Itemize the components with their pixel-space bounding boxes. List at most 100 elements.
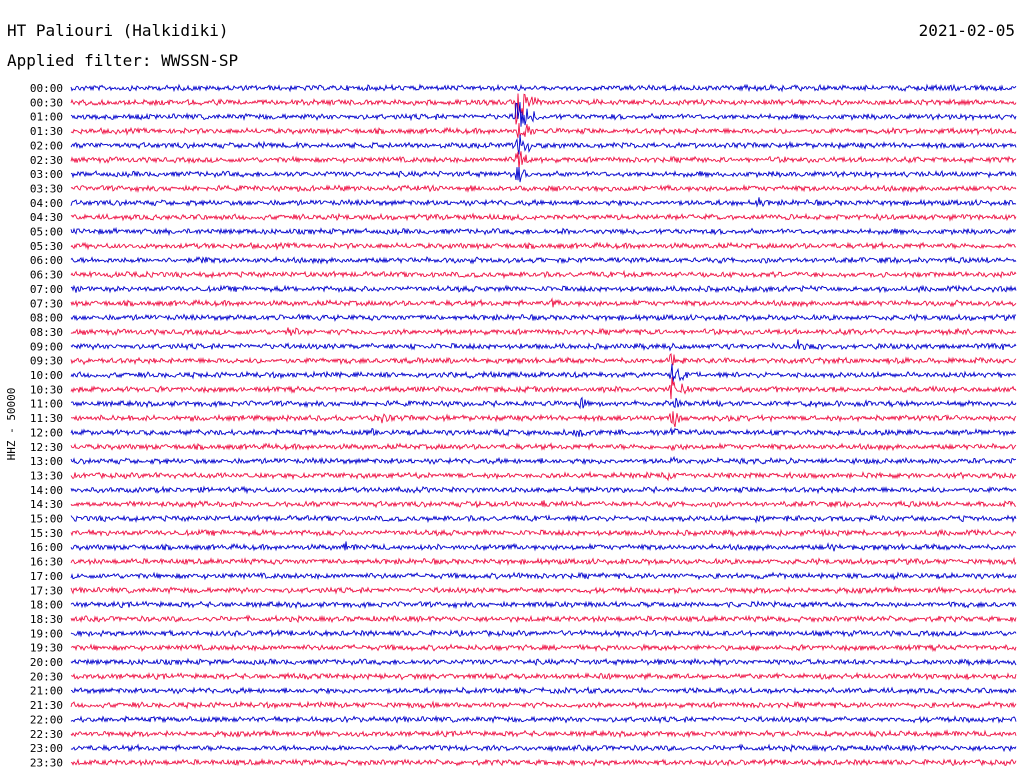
time-tick-label: 10:00 bbox=[30, 369, 63, 382]
time-tick-label: 10:30 bbox=[30, 383, 63, 396]
time-tick-label: 01:30 bbox=[30, 125, 63, 138]
trace-line bbox=[70, 600, 1017, 610]
time-tick-label: 09:00 bbox=[30, 340, 63, 353]
channel-axis-label: HHZ - 50000 bbox=[5, 388, 18, 461]
trace-line bbox=[70, 657, 1017, 667]
trace-line bbox=[70, 396, 1017, 410]
time-tick-label: 17:30 bbox=[30, 584, 63, 597]
trace-line bbox=[70, 485, 1017, 495]
time-tick-label: 09:30 bbox=[30, 355, 63, 368]
trace-line bbox=[70, 426, 1017, 438]
trace-line bbox=[70, 411, 1017, 428]
trace-line bbox=[70, 614, 1017, 624]
trace-line bbox=[70, 183, 1017, 194]
trace-line bbox=[70, 255, 1017, 265]
trace-line bbox=[70, 442, 1017, 452]
trace-line bbox=[70, 728, 1017, 739]
time-tick-label: 12:00 bbox=[30, 426, 63, 439]
time-tick-label: 14:00 bbox=[30, 484, 63, 497]
time-tick-label: 04:00 bbox=[30, 197, 63, 210]
time-tick-label: 06:00 bbox=[30, 254, 63, 267]
time-tick-label: 05:30 bbox=[30, 240, 63, 253]
trace-line bbox=[70, 363, 1017, 382]
time-tick-label: 04:30 bbox=[30, 211, 63, 224]
trace-line bbox=[70, 714, 1017, 724]
time-tick-label: 13:00 bbox=[30, 455, 63, 468]
time-tick-label: 16:30 bbox=[30, 556, 63, 569]
trace-line bbox=[70, 313, 1017, 323]
trace-line bbox=[70, 571, 1017, 581]
trace-line bbox=[70, 297, 1017, 308]
trace-line bbox=[70, 743, 1017, 753]
time-tick-label: 18:30 bbox=[30, 613, 63, 626]
trace-line bbox=[70, 93, 1017, 125]
trace-line bbox=[70, 352, 1017, 366]
time-tick-label: 02:30 bbox=[30, 154, 63, 167]
time-tick-label: 16:00 bbox=[30, 541, 63, 554]
time-tick-label: 18:00 bbox=[30, 599, 63, 612]
trace-line bbox=[70, 197, 1017, 208]
trace-line bbox=[70, 541, 1017, 552]
time-tick-label: 08:00 bbox=[30, 312, 63, 325]
time-tick-label: 15:00 bbox=[30, 513, 63, 526]
time-tick-label: 05:00 bbox=[30, 226, 63, 239]
time-tick-label: 19:30 bbox=[30, 642, 63, 655]
date-label: 2021-02-05 bbox=[919, 21, 1015, 40]
time-tick-label: 02:00 bbox=[30, 139, 63, 152]
trace-line bbox=[70, 470, 1017, 482]
time-tick-label: 00:00 bbox=[30, 82, 63, 95]
time-tick-label: 21:30 bbox=[30, 699, 63, 712]
trace-line bbox=[70, 123, 1017, 138]
trace-line bbox=[70, 327, 1017, 337]
trace-line bbox=[70, 758, 1017, 767]
time-tick-label: 07:00 bbox=[30, 283, 63, 296]
time-tick-label: 12:30 bbox=[30, 441, 63, 454]
trace-line bbox=[70, 241, 1017, 251]
time-tick-label: 00:30 bbox=[30, 96, 63, 109]
time-tick-label: 20:30 bbox=[30, 670, 63, 683]
time-tick-label: 23:00 bbox=[30, 742, 63, 755]
trace-line bbox=[70, 514, 1017, 524]
station-title: HT Paliouri (Halkidiki) bbox=[7, 21, 229, 40]
time-tick-label: 06:30 bbox=[30, 269, 63, 282]
time-tick-label: 07:30 bbox=[30, 297, 63, 310]
trace-line bbox=[70, 226, 1017, 237]
trace-line bbox=[70, 643, 1017, 653]
time-tick-label: 03:00 bbox=[30, 168, 63, 181]
trace-line bbox=[70, 585, 1017, 595]
trace-line bbox=[70, 556, 1017, 567]
filter-label: Applied filter: WWSSN-SP bbox=[7, 51, 238, 70]
time-tick-label: 17:00 bbox=[30, 570, 63, 583]
time-tick-label: 19:00 bbox=[30, 627, 63, 640]
time-tick-label: 23:30 bbox=[30, 756, 63, 769]
time-tick-label: 08:30 bbox=[30, 326, 63, 339]
time-tick-label: 11:00 bbox=[30, 398, 63, 411]
trace-line bbox=[70, 671, 1017, 682]
trace-line bbox=[70, 377, 1017, 400]
trace-line bbox=[70, 102, 1017, 127]
time-tick-label: 20:00 bbox=[30, 656, 63, 669]
time-tick-label: 03:30 bbox=[30, 182, 63, 195]
trace-line bbox=[70, 700, 1017, 710]
trace-line bbox=[70, 269, 1017, 280]
time-tick-label: 22:00 bbox=[30, 713, 63, 726]
trace-line bbox=[70, 166, 1017, 183]
trace-line bbox=[70, 212, 1017, 222]
time-tick-label: 22:30 bbox=[30, 728, 63, 741]
time-tick-label: 14:30 bbox=[30, 498, 63, 511]
trace-line bbox=[70, 629, 1017, 638]
trace-line bbox=[70, 499, 1017, 509]
trace-line bbox=[70, 284, 1017, 294]
time-tick-label: 13:30 bbox=[30, 469, 63, 482]
time-tick-label: 21:00 bbox=[30, 685, 63, 698]
time-tick-label: 11:30 bbox=[30, 412, 63, 425]
time-tick-label: 15:30 bbox=[30, 527, 63, 540]
trace-line bbox=[70, 83, 1017, 93]
trace-line bbox=[70, 339, 1017, 352]
trace-line bbox=[70, 151, 1017, 170]
trace-line bbox=[70, 134, 1017, 155]
time-tick-label: 01:00 bbox=[30, 111, 63, 124]
trace-line bbox=[70, 686, 1017, 696]
